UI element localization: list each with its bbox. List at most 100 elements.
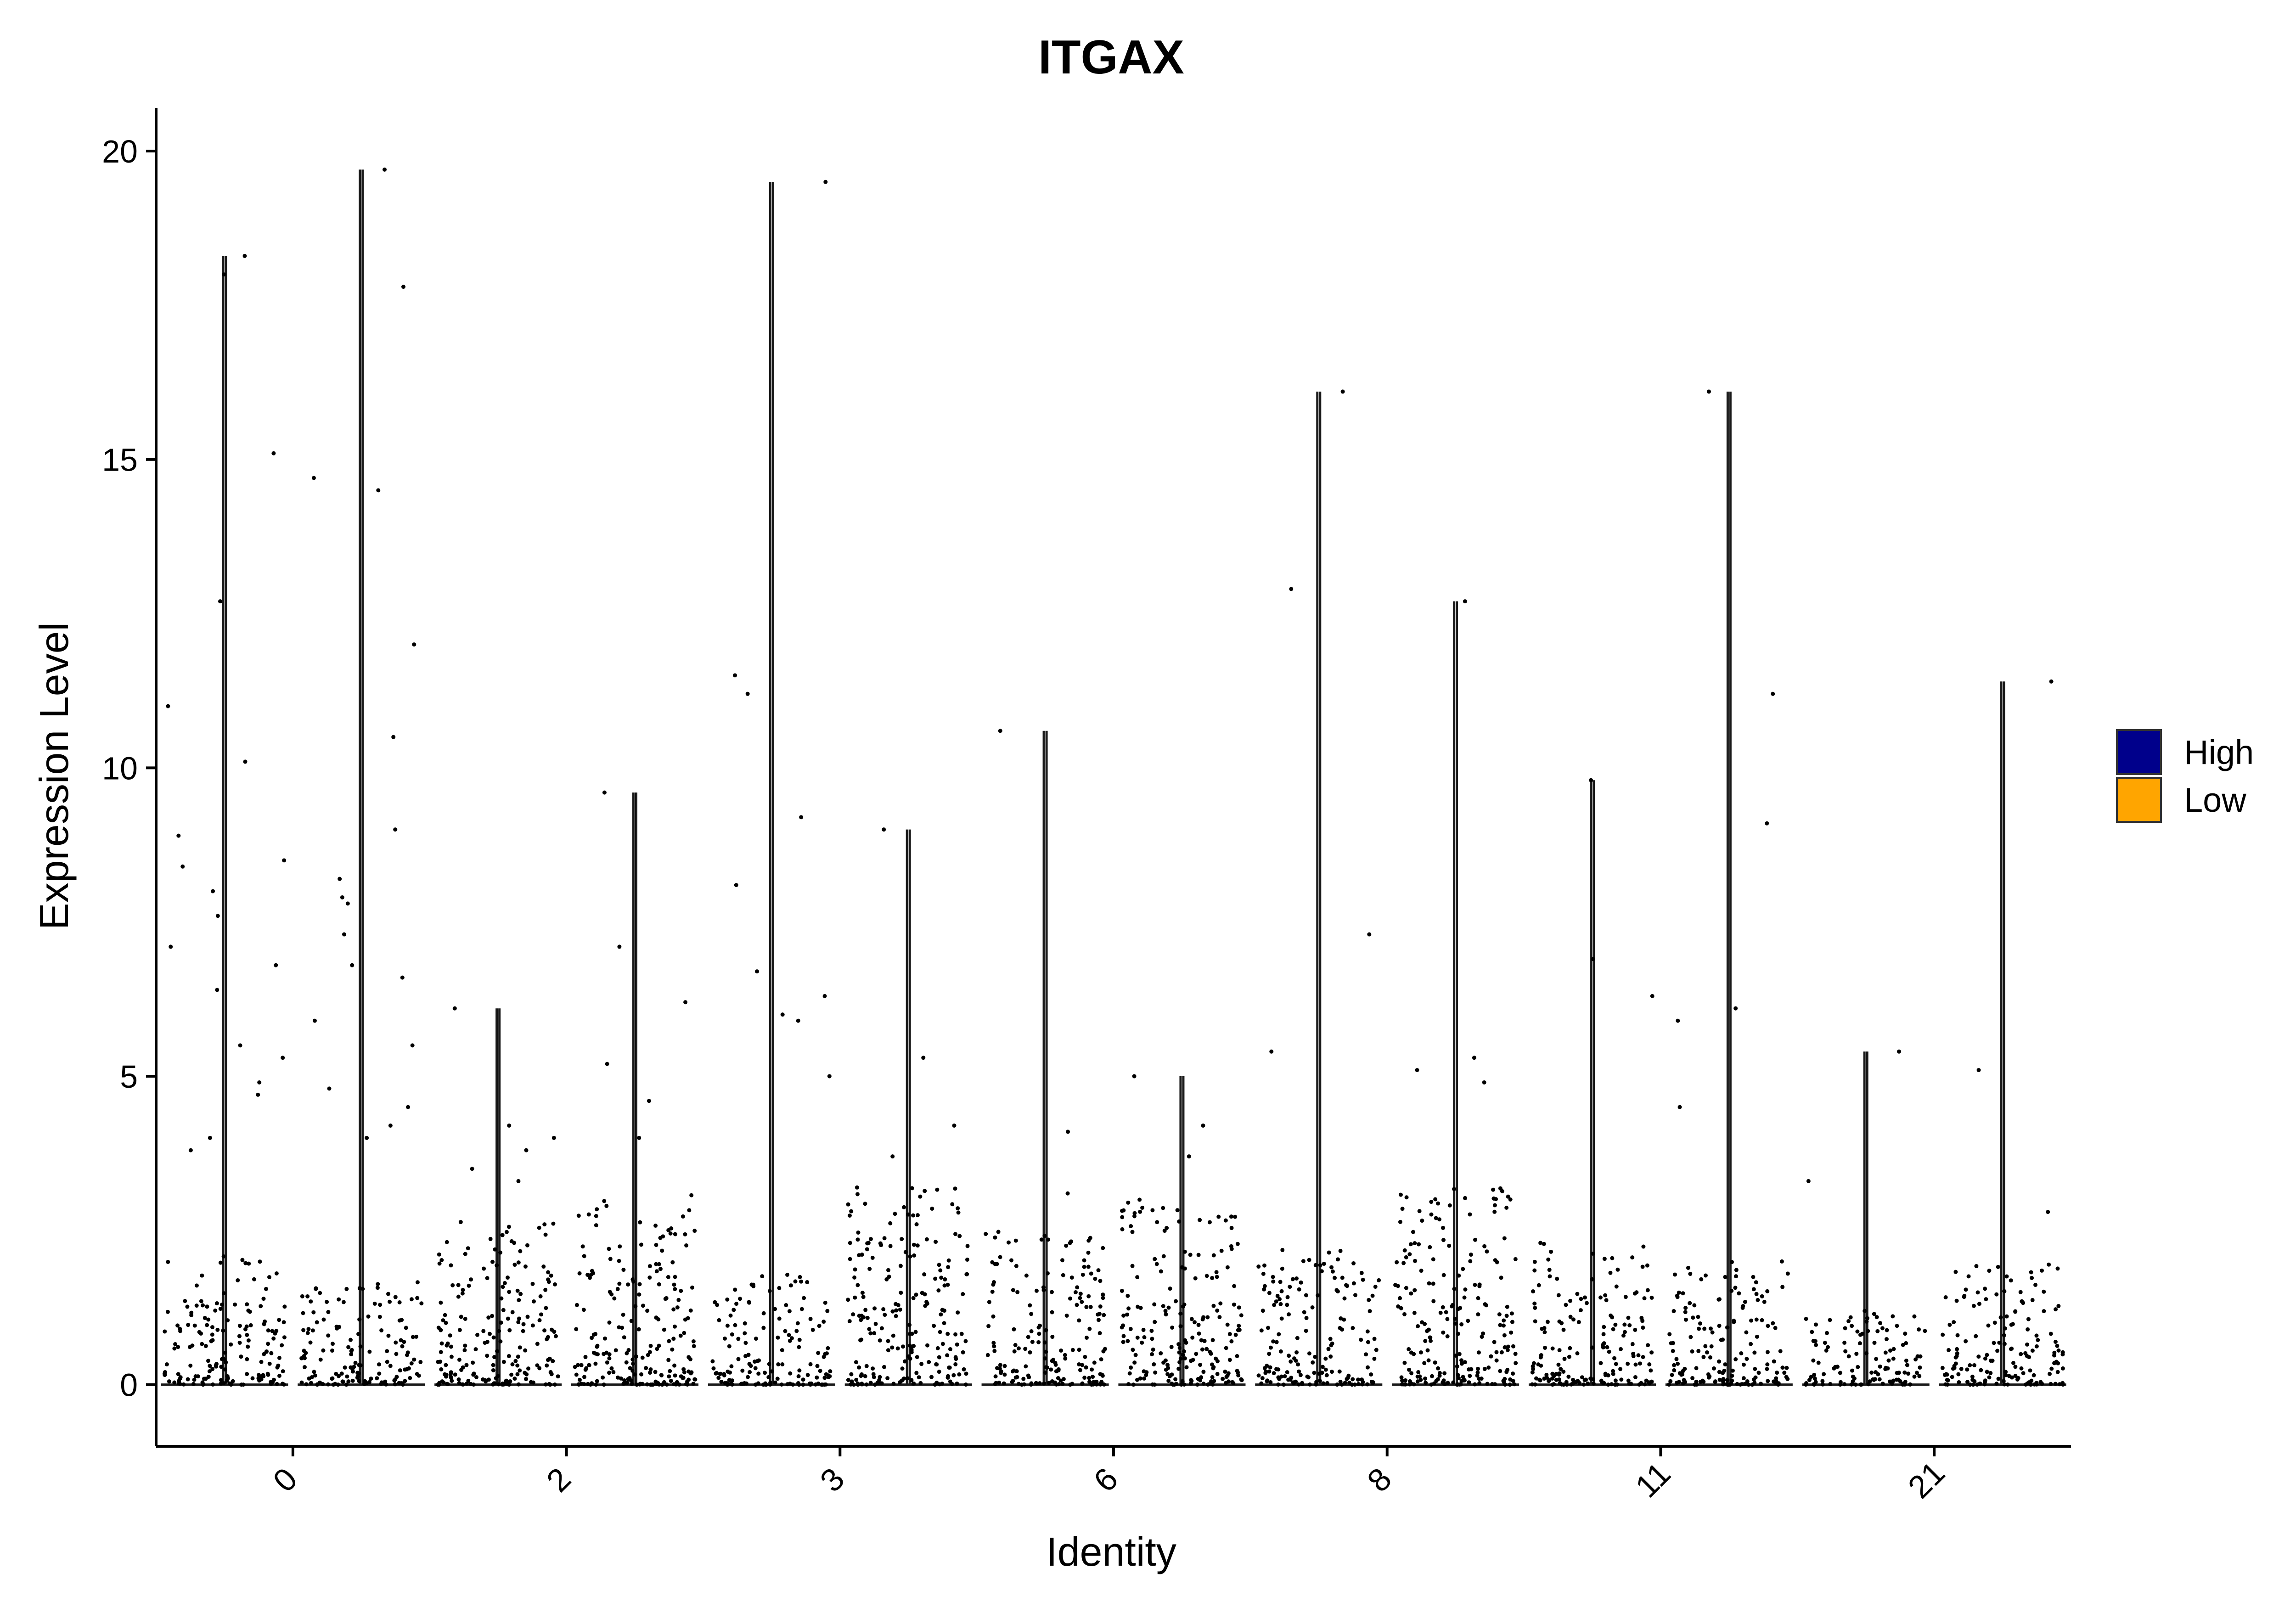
data-point	[1530, 1370, 1535, 1375]
data-point	[1531, 1367, 1536, 1371]
legend-label-low: Low	[2184, 781, 2246, 819]
data-point	[1272, 1371, 1276, 1376]
data-point	[1468, 1212, 1472, 1217]
data-point	[898, 1307, 902, 1312]
violin-outline	[1802, 1051, 1930, 1386]
plot-area	[161, 167, 2066, 1387]
data-point	[1717, 1377, 1722, 1382]
data-point	[340, 1379, 345, 1384]
data-point	[1407, 1382, 1412, 1387]
data-point	[1946, 1378, 1950, 1382]
data-point	[1028, 1303, 1032, 1308]
data-point	[899, 1290, 903, 1295]
data-point	[946, 1258, 951, 1263]
data-point	[1229, 1214, 1233, 1219]
data-point	[991, 1314, 996, 1319]
data-point	[868, 1237, 873, 1242]
data-point	[1568, 1298, 1573, 1303]
data-point	[2029, 1270, 2033, 1275]
data-point	[437, 1261, 442, 1266]
data-point	[1441, 1238, 1446, 1242]
data-point	[1150, 1208, 1155, 1213]
data-point	[192, 1377, 197, 1382]
data-point	[1874, 1315, 1879, 1320]
data-point	[681, 1376, 686, 1380]
data-point	[498, 1250, 503, 1255]
data-point	[1469, 1253, 1473, 1257]
data-point	[963, 1382, 968, 1387]
data-point	[1150, 1352, 1154, 1356]
data-point	[1557, 1319, 1562, 1324]
data-point	[901, 1205, 906, 1209]
data-point	[1940, 1365, 1945, 1370]
data-point	[683, 1232, 687, 1236]
data-point	[915, 1243, 920, 1248]
data-point	[412, 642, 416, 647]
data-point	[215, 988, 219, 992]
data-point	[1271, 1339, 1276, 1344]
data-point	[360, 1287, 365, 1291]
data-point	[605, 1062, 609, 1066]
data-point	[1006, 1240, 1011, 1245]
data-point	[1398, 1192, 1403, 1197]
data-point	[787, 1333, 791, 1337]
data-point	[206, 1359, 211, 1363]
data-point	[1277, 1377, 1282, 1381]
data-point	[1611, 1371, 1615, 1376]
data-point	[1760, 1294, 1764, 1298]
data-point	[261, 1374, 266, 1378]
data-point	[937, 1370, 941, 1374]
data-point	[1359, 1270, 1364, 1275]
data-point	[1211, 1253, 1216, 1258]
data-point	[1441, 1225, 1445, 1230]
data-point	[732, 1308, 736, 1312]
data-point	[710, 1359, 715, 1364]
data-point	[1459, 1361, 1464, 1366]
data-point	[1941, 1332, 1945, 1337]
data-point	[607, 1247, 611, 1251]
data-point	[882, 1236, 887, 1241]
data-point	[1475, 1373, 1480, 1378]
data-point	[2055, 1343, 2060, 1348]
data-point	[2019, 1366, 2024, 1371]
data-point	[907, 1323, 912, 1327]
data-point	[1536, 1283, 1541, 1287]
data-point	[1746, 1382, 1751, 1387]
data-point	[166, 704, 170, 708]
data-point	[687, 1369, 691, 1374]
data-point	[995, 1262, 999, 1266]
data-point	[2029, 1378, 2034, 1383]
data-point	[827, 1074, 832, 1079]
data-point	[1649, 1368, 1653, 1373]
data-point	[815, 1375, 819, 1380]
data-point	[444, 1372, 449, 1377]
data-point	[910, 1186, 914, 1191]
data-point	[545, 1337, 549, 1342]
data-point	[654, 1269, 659, 1274]
data-point	[595, 1343, 600, 1348]
data-point	[1150, 1382, 1155, 1387]
data-point	[1880, 1326, 1885, 1331]
data-point	[1039, 1237, 1044, 1242]
data-point	[466, 1246, 470, 1251]
data-point	[439, 1350, 443, 1354]
data-point	[860, 1382, 864, 1386]
data-point	[864, 1382, 869, 1387]
data-point	[262, 1352, 266, 1356]
data-point	[1554, 1371, 1559, 1376]
data-point	[1436, 1201, 1441, 1206]
data-point	[1201, 1382, 1206, 1386]
data-point	[367, 1349, 372, 1354]
data-point	[475, 1332, 480, 1337]
data-point	[1438, 1310, 1443, 1315]
data-point	[1703, 1344, 1708, 1349]
data-point	[1891, 1356, 1896, 1361]
data-point	[1466, 1319, 1470, 1323]
data-point	[1311, 1360, 1315, 1365]
data-point	[594, 1214, 598, 1218]
data-point	[2056, 1304, 2061, 1309]
data-point	[943, 1277, 947, 1281]
data-point	[1569, 1382, 1574, 1387]
y-axis-label: Expression Level	[31, 622, 77, 930]
